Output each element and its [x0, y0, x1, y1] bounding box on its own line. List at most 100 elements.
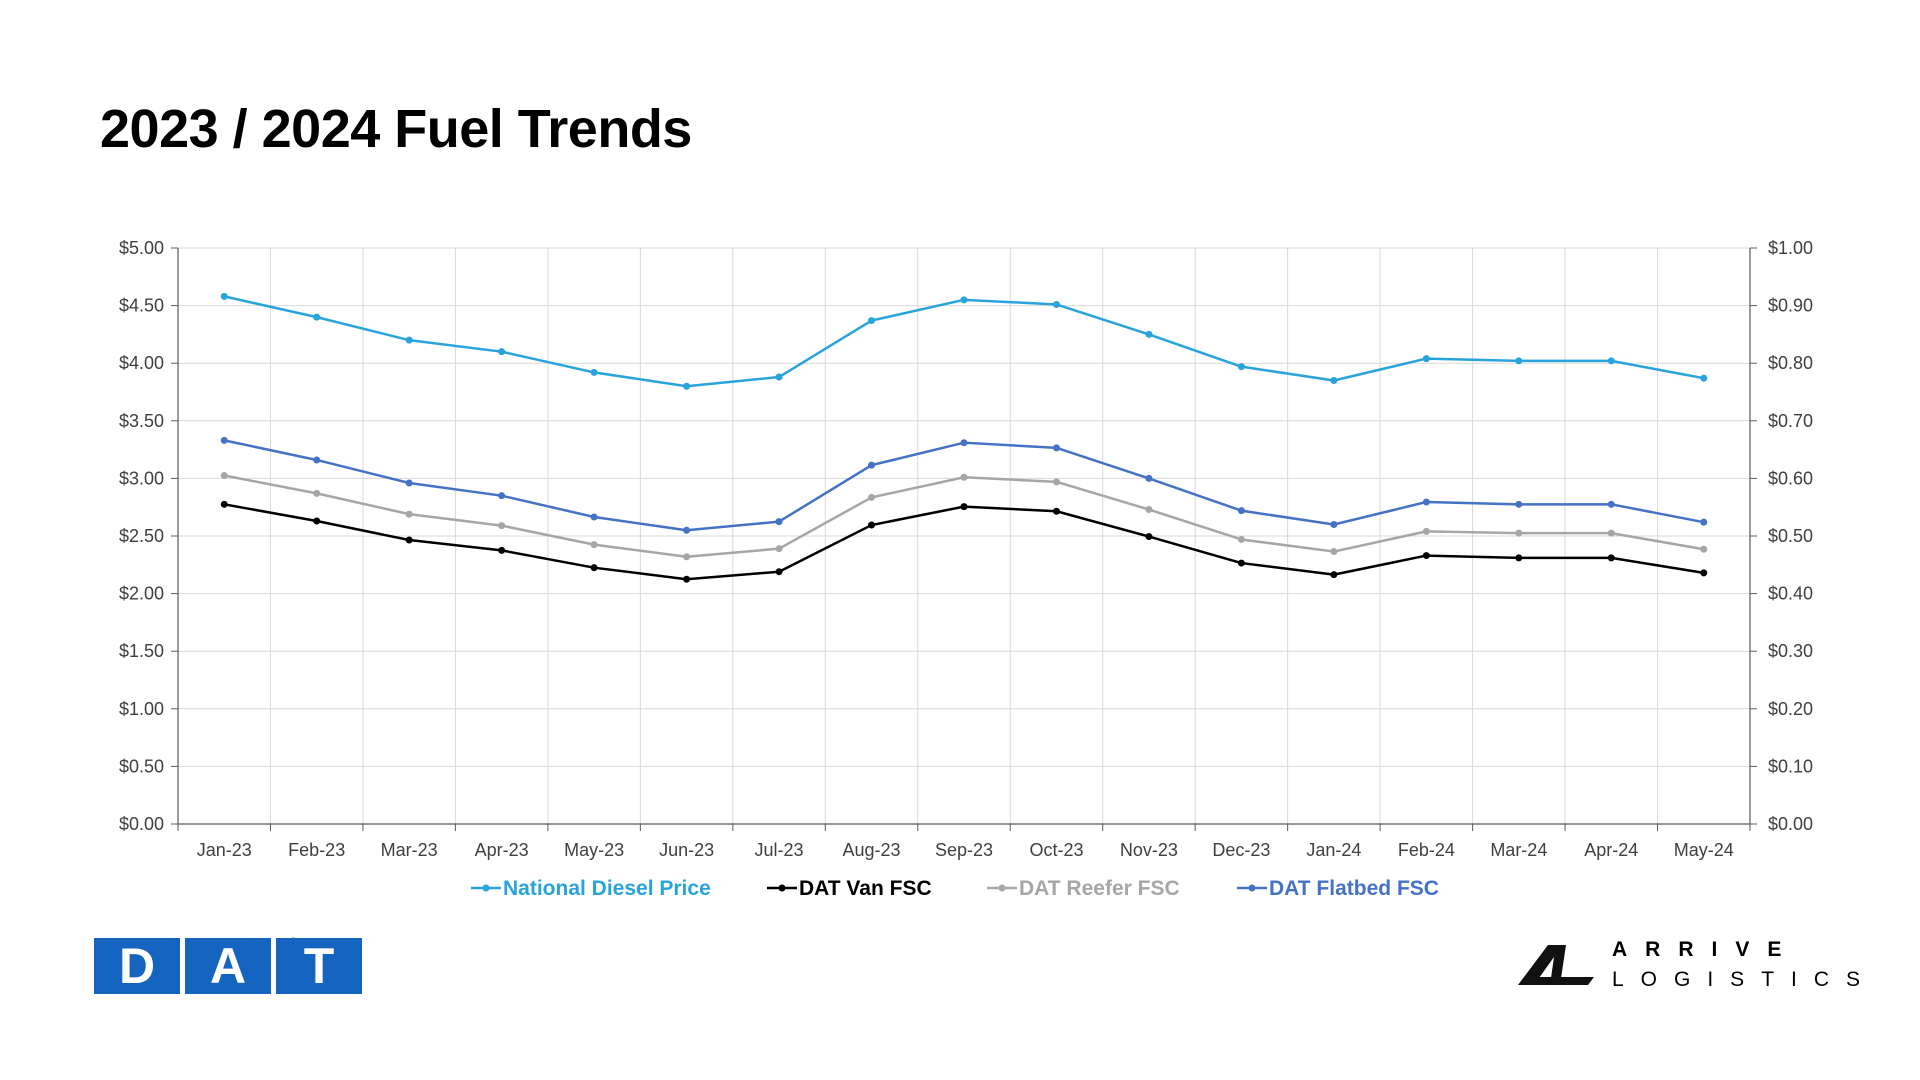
- data-point: [868, 317, 876, 325]
- data-point: [1330, 571, 1338, 579]
- arrive-logistics-logo: ARRIVE LOGISTICS: [1518, 938, 1877, 992]
- data-point: [1237, 559, 1245, 567]
- x-axis-tick-label: Dec-23: [1212, 840, 1270, 860]
- x-axis-tick-label: Jun-23: [659, 840, 714, 860]
- x-axis-tick-label: Oct-23: [1029, 840, 1083, 860]
- right-axis-tick-label: $0.10: [1768, 756, 1813, 776]
- left-axis-tick-label: $0.00: [119, 814, 164, 834]
- data-point: [590, 513, 598, 521]
- x-axis-tick-label: Jan-24: [1306, 840, 1361, 860]
- x-axis-tick-label: Mar-24: [1490, 840, 1547, 860]
- data-point: [775, 545, 783, 553]
- data-point: [1145, 533, 1153, 541]
- right-axis-tick-label: $0.50: [1768, 526, 1813, 546]
- data-point: [1515, 357, 1523, 365]
- x-axis-tick-label: Jan-23: [197, 840, 252, 860]
- right-axis-tick-label: $0.40: [1768, 584, 1813, 604]
- left-axis-tick-label: $1.50: [119, 641, 164, 661]
- x-axis-tick-label: Aug-23: [843, 840, 901, 860]
- data-point: [1515, 554, 1523, 562]
- right-axis-tick-label: $0.70: [1768, 411, 1813, 431]
- data-point: [1145, 330, 1153, 338]
- data-point: [683, 553, 691, 561]
- chart-legend: National Diesel Price DAT Van FSC DAT Reef…: [471, 877, 1439, 900]
- data-point: [1515, 529, 1523, 537]
- dat-logo-letter: D: [94, 938, 180, 994]
- data-point: [1145, 474, 1153, 482]
- right-axis-tick-label: $0.60: [1768, 468, 1813, 488]
- data-point: [868, 493, 876, 501]
- data-point: [775, 518, 783, 526]
- data-point: [1700, 545, 1708, 553]
- legend-label: DAT Reefer FSC: [1019, 877, 1180, 900]
- data-point: [1237, 507, 1245, 515]
- data-point: [1607, 357, 1615, 365]
- arrive-logo-line2: LOGISTICS: [1612, 968, 1878, 991]
- x-axis-ticks: Jan-23 Feb-23 Mar-23 Apr-23 May-23 Jun-23 Jul-…: [197, 840, 1734, 860]
- dat-logo-letter: A: [185, 938, 271, 994]
- data-point: [313, 456, 321, 464]
- right-axis-tick-label: $0.80: [1768, 353, 1813, 373]
- legend-marker-dot: [778, 884, 786, 892]
- data-point: [313, 313, 321, 321]
- data-point: [868, 461, 876, 469]
- x-axis-tick-label: May-23: [564, 840, 624, 860]
- data-point: [498, 348, 506, 356]
- legend-label: DAT Flatbed FSC: [1269, 877, 1439, 900]
- left-axis-tick-label: $4.50: [119, 296, 164, 316]
- x-axis-tick-label: May-24: [1674, 840, 1734, 860]
- data-point: [498, 522, 506, 530]
- series-line: [223, 439, 1705, 532]
- data-point: [313, 489, 321, 497]
- legend-label: National Diesel Price: [503, 877, 711, 900]
- left-axis-tick-label: $2.00: [119, 584, 164, 604]
- x-axis-tick-label: Feb-24: [1398, 840, 1455, 860]
- data-point: [1700, 518, 1708, 526]
- data-point: [1052, 507, 1060, 515]
- left-axis-tick-label: $3.00: [119, 468, 164, 488]
- data-point: [683, 526, 691, 534]
- left-axis-tick-label: $5.00: [119, 238, 164, 258]
- data-point: [683, 382, 691, 390]
- data-point: [960, 439, 968, 447]
- data-point: [1237, 535, 1245, 543]
- data-point: [1145, 506, 1153, 514]
- left-axis-tick-label: $1.00: [119, 699, 164, 719]
- left-axis-ticks: $0.00 $0.50 $1.00 $1.50 $2.00 $2.50 $3.00 $3.50…: [119, 238, 164, 834]
- data-point: [590, 541, 598, 549]
- x-axis-tick-label: Feb-23: [288, 840, 345, 860]
- data-point: [1052, 444, 1060, 452]
- left-axis-tick-label: $2.50: [119, 526, 164, 546]
- series-line: [224, 503, 1704, 581]
- data-point: [220, 436, 228, 444]
- right-axis-tick-label: $0.30: [1768, 641, 1813, 661]
- dat-registered-mark: ®: [290, 936, 297, 946]
- legend-marker-dot: [482, 884, 490, 892]
- data-point: [1052, 478, 1060, 486]
- data-point: [960, 503, 968, 511]
- data-point: [313, 517, 321, 525]
- x-axis-tick-label: Jul-23: [755, 840, 804, 860]
- data-point: [1422, 355, 1430, 363]
- data-point: [1330, 520, 1338, 528]
- data-point: [220, 500, 228, 508]
- data-point: [590, 564, 598, 572]
- right-axis-ticks: $0.00 $0.10 $0.20 $0.30 $0.40 $0.50 $0.60 $0.70…: [1768, 238, 1813, 834]
- arrive-logo-icon: [1518, 945, 1594, 985]
- data-point: [1422, 552, 1430, 560]
- right-axis-tick-label: $1.00: [1768, 238, 1813, 258]
- data-point: [590, 368, 598, 376]
- data-point: [1330, 376, 1338, 384]
- right-axis-tick-label: $0.00: [1768, 814, 1813, 834]
- chart-series: [220, 292, 1708, 583]
- x-axis-tick-label: Mar-23: [381, 840, 438, 860]
- data-point: [405, 510, 413, 518]
- data-point: [1422, 498, 1430, 506]
- arrive-logo-line1: ARRIVE: [1612, 938, 1800, 961]
- left-axis-tick-label: $4.00: [119, 353, 164, 373]
- x-axis-tick-label: Sep-23: [935, 840, 993, 860]
- data-point: [1052, 300, 1060, 308]
- data-point: [960, 296, 968, 304]
- right-axis-tick-label: $0.90: [1768, 296, 1813, 316]
- x-axis-tick-label: Apr-23: [475, 840, 529, 860]
